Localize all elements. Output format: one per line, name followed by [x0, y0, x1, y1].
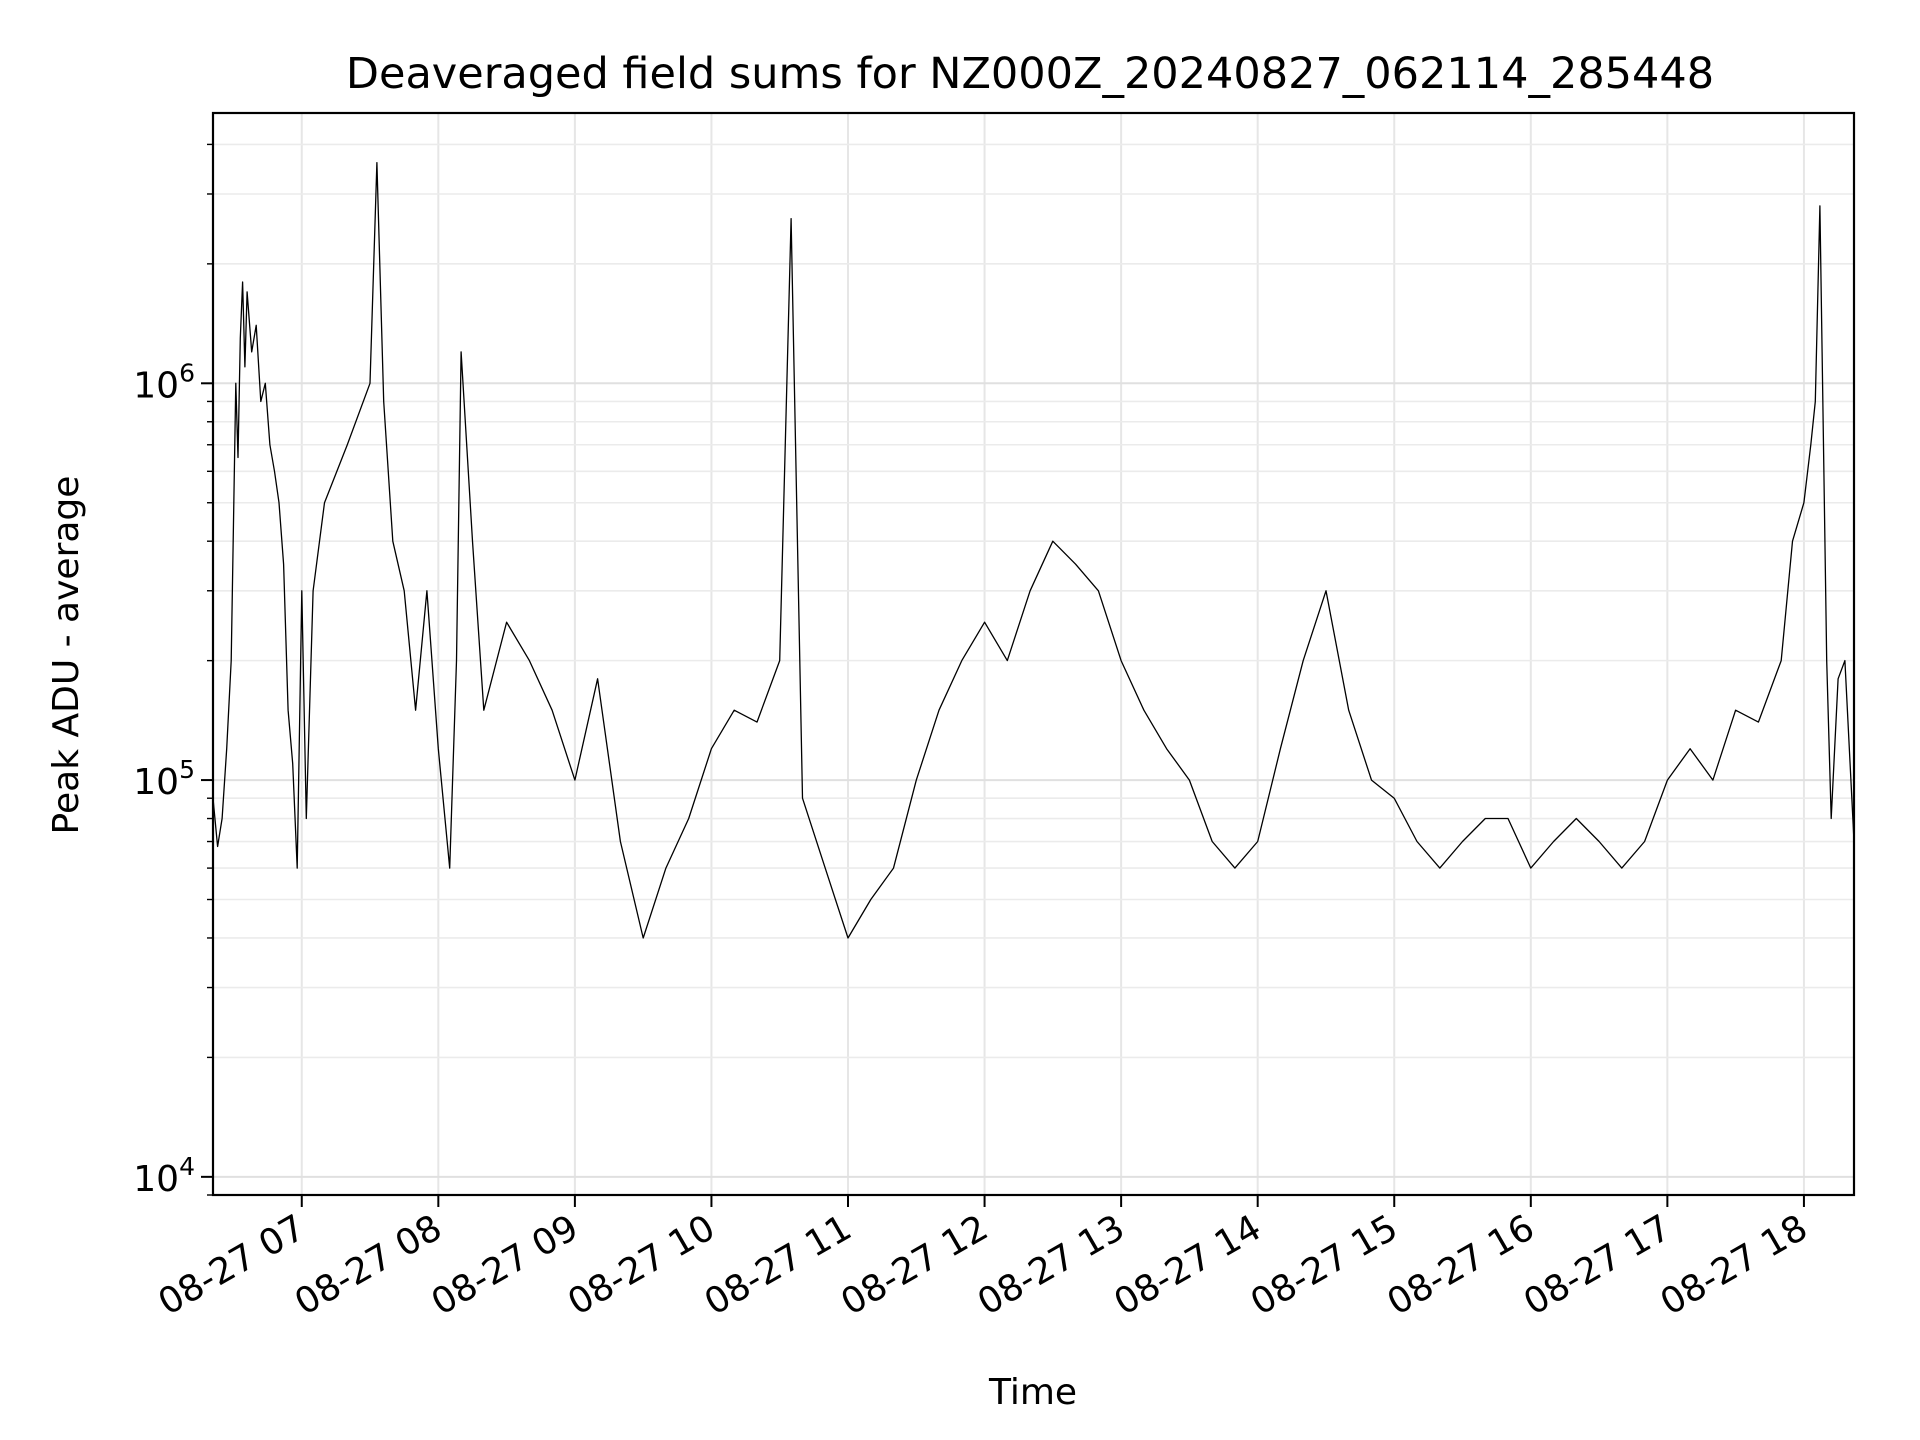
x-tick-label: 08-27 11 [698, 1207, 859, 1323]
y-tick-label: 106 [133, 358, 195, 406]
x-tick-label: 08-27 12 [834, 1207, 995, 1323]
series-line [212, 161, 1855, 939]
x-tick-label: 08-27 08 [288, 1207, 449, 1323]
x-tick-label: 08-27 14 [1108, 1207, 1269, 1323]
x-tick-label: 08-27 16 [1381, 1207, 1542, 1323]
y-axis-label: Peak ADU - average [46, 476, 87, 835]
x-tick-label: 08-27 17 [1517, 1207, 1678, 1323]
x-tick-label: 08-27 15 [1244, 1207, 1405, 1323]
plot-frame [211, 111, 1856, 1197]
x-tick-label: 08-27 07 [152, 1207, 313, 1323]
y-tick-label: 104 [133, 1152, 195, 1200]
data-series [212, 161, 1855, 939]
x-tick-label: 08-27 18 [1654, 1207, 1815, 1323]
x-tick-label: 08-27 10 [561, 1207, 722, 1323]
x-tick-label: 08-27 13 [971, 1207, 1132, 1323]
x-axis-label: Time [988, 1372, 1077, 1413]
chart-title: Deaveraged field sums for NZ000Z_2024082… [346, 49, 1714, 99]
x-tick-label: 08-27 09 [425, 1207, 586, 1323]
y-tick-label: 105 [133, 755, 195, 803]
y-axis: 104 105 106 [133, 143, 213, 1200]
grid [213, 113, 1854, 1196]
